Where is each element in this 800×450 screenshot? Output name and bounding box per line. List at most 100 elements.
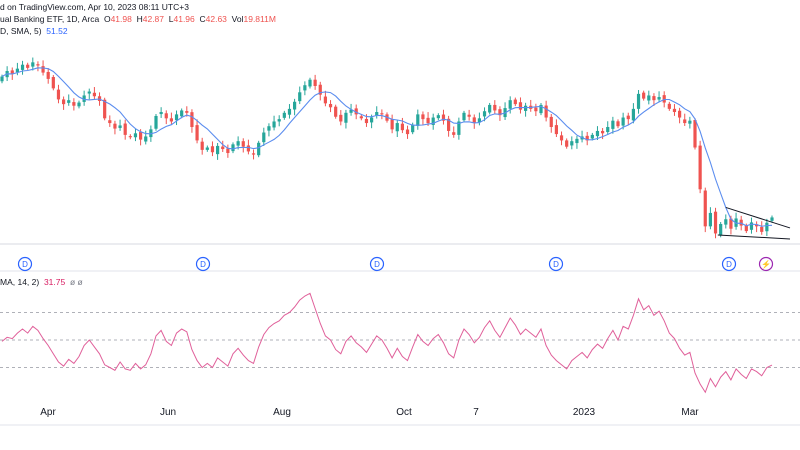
candle-body xyxy=(606,127,610,133)
published-text: d on TradingView.com, Apr 10, 2023 08:11… xyxy=(0,2,189,12)
candle-body xyxy=(272,121,276,128)
candle-body xyxy=(51,77,55,89)
ma-label: D, SMA, 5) xyxy=(0,26,42,36)
candle-body xyxy=(631,108,635,121)
candle-body xyxy=(678,110,682,118)
candle-body xyxy=(36,64,40,66)
x-tick-label: Jun xyxy=(160,407,176,418)
candle-body xyxy=(554,125,558,135)
candle-body xyxy=(190,112,194,127)
candle-body xyxy=(477,118,481,123)
candle-body xyxy=(416,114,420,126)
high-value: 42.87 xyxy=(142,14,165,24)
wedge-lower-line xyxy=(717,234,791,240)
event-marker-label: D xyxy=(22,260,28,269)
candle-body xyxy=(133,133,138,138)
candle-body xyxy=(359,116,363,119)
x-tick-label: 7 xyxy=(473,407,479,418)
candle-body xyxy=(123,123,127,135)
candle-body xyxy=(72,102,76,106)
candle-body xyxy=(421,114,425,120)
candle-body xyxy=(755,224,759,227)
candle-body xyxy=(128,136,132,138)
candle-body xyxy=(395,123,399,132)
dividend-marker-icon xyxy=(369,256,385,272)
candle-body xyxy=(405,129,410,135)
candle-body xyxy=(698,145,702,190)
candle-body xyxy=(565,140,569,147)
candle-body xyxy=(154,115,158,129)
x-tick-label: 2023 xyxy=(573,407,596,418)
symbol-line: ual Banking ETF, 1D, Arca O41.98 H42.87 … xyxy=(0,14,276,24)
candle-body xyxy=(282,112,286,118)
candle-body xyxy=(570,141,574,146)
candle-body xyxy=(92,92,96,97)
candle-body xyxy=(180,110,184,117)
candle-body xyxy=(688,120,692,124)
x-tick-label: Mar xyxy=(681,407,699,418)
candle-body xyxy=(246,145,250,152)
candle-body xyxy=(231,144,235,152)
candle-body xyxy=(267,126,271,131)
candle-body xyxy=(436,115,440,119)
candle-body xyxy=(185,111,189,113)
candle-body xyxy=(262,132,266,143)
candle-body xyxy=(169,118,173,122)
candle-body xyxy=(56,89,61,100)
candle-body xyxy=(447,118,451,131)
candle-body xyxy=(672,108,677,113)
candle-body xyxy=(380,113,384,115)
candle-body xyxy=(318,84,322,95)
candle-body xyxy=(739,219,743,226)
candle-body xyxy=(647,95,651,101)
dividend-marker-icon xyxy=(548,256,564,272)
candle-body xyxy=(652,96,656,101)
candle-body xyxy=(462,112,466,121)
candle-body xyxy=(364,118,369,124)
ma-legend: D, SMA, 5) 51.52 xyxy=(0,26,68,36)
sma-line xyxy=(1,67,773,227)
volume-label: Vol xyxy=(231,14,244,24)
candle-body xyxy=(621,117,625,126)
candle-body xyxy=(431,117,435,125)
candle-body xyxy=(20,64,25,70)
candle-body xyxy=(103,99,107,119)
candle-body xyxy=(31,62,35,67)
candle-body xyxy=(636,93,641,109)
candle-body xyxy=(667,103,671,109)
candle-body xyxy=(236,141,240,146)
candle-body xyxy=(159,112,163,115)
event-marker-label: D xyxy=(726,260,732,269)
candle-body xyxy=(349,109,353,113)
candle-body xyxy=(411,124,415,133)
candle-body xyxy=(482,111,487,117)
event-marker-label: D xyxy=(553,260,559,269)
candle-body xyxy=(452,132,456,135)
candle-body xyxy=(765,222,769,232)
candle-body xyxy=(683,119,687,124)
x-tick-label: Oct xyxy=(396,407,412,418)
x-tick-label: Aug xyxy=(273,407,291,418)
dividend-marker-icon xyxy=(17,256,33,272)
candle-body xyxy=(760,226,764,232)
candle-body xyxy=(744,225,748,232)
candle-body xyxy=(642,92,646,99)
candle-body xyxy=(62,99,66,105)
close-label: C xyxy=(199,14,206,24)
candle-body xyxy=(344,112,348,123)
candle-body xyxy=(118,125,122,128)
candle-body xyxy=(221,146,225,150)
candle-body xyxy=(195,125,199,141)
candle-body xyxy=(657,97,661,100)
symbol-text: ual Banking ETF, 1D, Arca xyxy=(0,14,100,24)
event-marker-label: D xyxy=(374,260,380,269)
candle-body xyxy=(67,100,71,103)
candle-body xyxy=(205,147,209,150)
rsi-legend: MA, 14, 2) 31.75 ø ø xyxy=(0,277,83,287)
volume-value: 19.811M xyxy=(243,14,276,24)
candle-body xyxy=(41,66,45,73)
candle-body xyxy=(15,68,19,73)
candle-body xyxy=(713,211,718,234)
candle-body xyxy=(585,135,589,141)
